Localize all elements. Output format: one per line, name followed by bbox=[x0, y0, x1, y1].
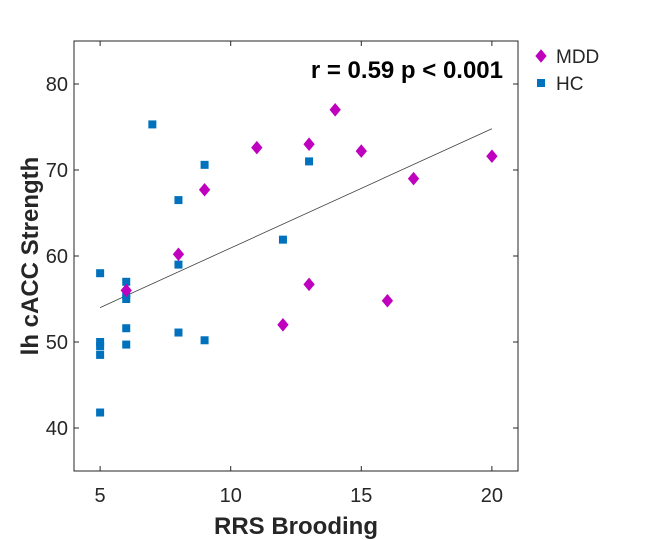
mdd-point bbox=[303, 277, 315, 292]
y-tick-label: 60 bbox=[46, 246, 68, 268]
plot-area bbox=[73, 40, 519, 472]
x-tick-label: 15 bbox=[350, 485, 372, 507]
hc-point bbox=[96, 408, 105, 417]
hc-point bbox=[200, 160, 209, 169]
mdd-point bbox=[303, 137, 315, 151]
x-tick-label: 10 bbox=[220, 485, 242, 507]
hc-point bbox=[174, 328, 183, 337]
hc-point bbox=[122, 340, 131, 349]
regression-layer bbox=[99, 128, 493, 308]
hc-point bbox=[122, 324, 131, 333]
mdd-point bbox=[251, 140, 263, 155]
mdd-point bbox=[329, 103, 341, 117]
regression-line bbox=[99, 128, 493, 308]
y-tick-label: 80 bbox=[46, 74, 68, 96]
hc-point bbox=[96, 269, 105, 278]
mdd-point bbox=[381, 293, 394, 308]
mdd-point bbox=[198, 182, 211, 197]
hc-point bbox=[174, 196, 183, 205]
y-tick-label: 70 bbox=[46, 160, 68, 182]
mdd-point bbox=[172, 247, 185, 262]
x-axis-label: RRS Brooding bbox=[214, 513, 378, 540]
legend-hc-label: HC bbox=[556, 74, 583, 95]
x-tick-label: 5 bbox=[95, 485, 106, 507]
points-layer bbox=[96, 103, 498, 417]
mdd-point bbox=[407, 171, 420, 186]
y-tick-label: 40 bbox=[46, 418, 68, 440]
mdd-point bbox=[277, 318, 289, 332]
y-axis-label: lh cACC Strength bbox=[17, 157, 44, 356]
y-axis-ticks: 40 50 60 70 80 bbox=[46, 74, 518, 440]
legend-hc-marker bbox=[537, 79, 545, 87]
hc-point bbox=[278, 235, 287, 244]
hc-point bbox=[96, 342, 105, 351]
hc-point bbox=[174, 260, 183, 269]
x-tick-label: 20 bbox=[481, 485, 503, 507]
x-axis-ticks: 5 10 15 20 bbox=[95, 41, 503, 507]
correlation-annotation: r = 0.59 p < 0.001 bbox=[311, 57, 503, 84]
legend: MDD HC bbox=[535, 47, 599, 95]
mdd-point bbox=[120, 283, 132, 298]
hc-point bbox=[305, 157, 314, 166]
legend-mdd-label: MDD bbox=[556, 47, 599, 68]
hc-point bbox=[200, 336, 209, 345]
hc-point bbox=[148, 120, 157, 129]
y-tick-label: 50 bbox=[46, 332, 68, 354]
legend-mdd-marker bbox=[535, 49, 547, 63]
mdd-point bbox=[486, 149, 498, 164]
mdd-point bbox=[355, 144, 367, 158]
hc-point bbox=[96, 350, 105, 359]
